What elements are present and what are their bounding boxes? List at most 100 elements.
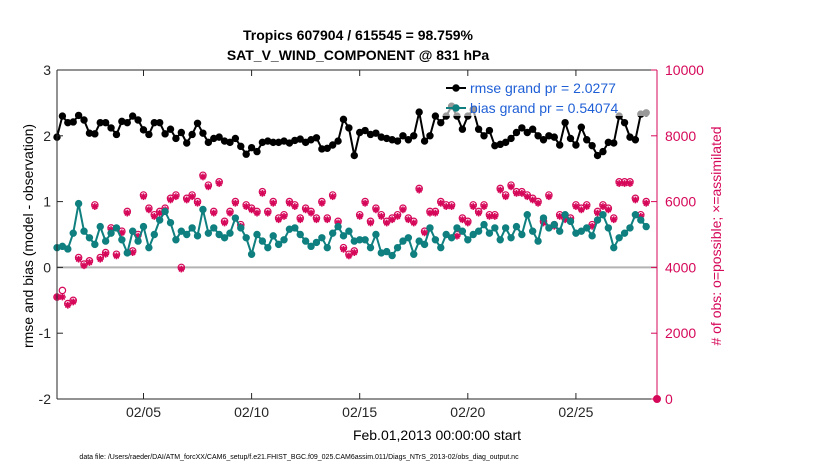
bias-point	[474, 227, 483, 235]
rmse-point	[188, 130, 196, 139]
rmse-point	[593, 151, 602, 160]
obs-assimilated-stroke	[102, 251, 109, 258]
rmse-point	[583, 136, 591, 144]
obs-assimilated-point	[318, 199, 326, 207]
bias-point	[318, 234, 326, 242]
bias-point	[426, 224, 434, 232]
obs-assimilated-point	[221, 219, 228, 227]
bias-point	[566, 217, 575, 226]
obs-assimilated-stroke	[475, 210, 482, 217]
obs-assimilated-point	[577, 206, 585, 214]
bias-point	[480, 220, 488, 229]
bias-point	[501, 224, 510, 232]
obs-assimilated-stroke	[508, 183, 514, 190]
obs-assimilated-point	[183, 196, 191, 204]
y-axis-left-label: rmse and bias (model - observation)	[20, 124, 36, 348]
obs-assimilated-point	[194, 199, 201, 207]
obs-assimilated-stroke	[416, 187, 423, 194]
rmse-point	[512, 128, 521, 137]
obs-assimilated-stroke	[627, 180, 633, 187]
bias-point	[269, 232, 277, 240]
rmse-point	[599, 147, 607, 156]
obs-assimilated-point	[367, 219, 374, 227]
obs-assimilated-stroke	[308, 210, 314, 217]
obs-assimilated-point	[486, 213, 493, 220]
rmse-point	[485, 126, 494, 135]
bias-point	[118, 236, 126, 244]
bias-point	[469, 230, 477, 239]
obs-assimilated-stroke	[459, 216, 466, 223]
bias-point	[539, 214, 548, 222]
obs-assimilated-stroke	[75, 256, 82, 263]
obs-assimilated-stroke	[491, 213, 498, 220]
rmse-point	[166, 125, 175, 133]
bias-point	[74, 199, 83, 208]
obs-assimilated-stroke	[610, 216, 617, 223]
obs-assimilated-stroke	[432, 210, 439, 217]
obs-assimilated-stroke	[345, 252, 352, 259]
y-left-tick-label: -1	[39, 325, 52, 341]
obs-assimilated-point	[69, 298, 77, 306]
obs-assimilated-point	[350, 249, 358, 256]
obs-assimilated-point	[491, 213, 499, 220]
y-right-tick-label: 8000	[665, 128, 696, 144]
y-left-tick-label: 3	[43, 62, 51, 78]
bias-point	[226, 229, 234, 237]
obs-assimilated-point	[421, 229, 428, 237]
bias-point	[561, 211, 569, 219]
obs-assimilated-point	[80, 262, 88, 270]
obs-assimilated-point	[453, 232, 461, 240]
rmse-point	[399, 132, 407, 140]
obs-assimilated-stroke	[297, 216, 304, 223]
obs-assimilated-stroke	[410, 220, 417, 226]
obs-assimilated-stroke	[129, 249, 136, 256]
obs-assimilated-stroke	[486, 213, 493, 220]
rmse-point	[534, 132, 542, 140]
y-right-tick-label: 0	[665, 391, 673, 407]
bias-point	[237, 224, 245, 232]
obs-assimilated-stroke	[286, 200, 293, 207]
rmse-point	[156, 118, 164, 127]
obs-assimilated-point	[59, 293, 66, 301]
chart-title: Tropics 607904 / 615545 = 98.759%	[243, 27, 474, 43]
y-right-tick-label: 4000	[665, 259, 696, 275]
bias-point	[307, 242, 315, 251]
obs-assimilated-stroke	[513, 190, 520, 197]
obs-assimilated-point	[626, 180, 634, 187]
obs-assimilated-stroke	[124, 210, 131, 217]
bias-point	[410, 250, 418, 258]
x-axis: 02/05 02/10 02/15 02/20 02/25	[126, 70, 594, 420]
obs-assimilated-point	[188, 193, 196, 201]
obs-assimilated-stroke	[194, 200, 201, 207]
bias-point	[420, 240, 429, 249]
obs-assimilated-point	[604, 206, 612, 214]
obs-assimilated-point	[296, 216, 304, 224]
obs-assimilated-point	[496, 186, 504, 194]
rmse-point	[231, 134, 240, 143]
obs-assimilated-stroke	[524, 193, 531, 200]
legend: rmse grand pr = 2.0277 bias grand pr = 0…	[441, 78, 651, 116]
obs-assimilated-stroke	[545, 193, 552, 200]
obs-assimilated-stroke	[600, 203, 606, 210]
bias-point	[610, 243, 618, 252]
bias-point	[312, 238, 321, 247]
obs-assimilated-stroke	[405, 216, 412, 223]
rmse-point	[507, 134, 515, 143]
obs-assimilated-point	[431, 209, 439, 217]
bias-point	[193, 232, 202, 240]
rmse-point	[420, 137, 429, 145]
obs-assimilated-stroke	[454, 233, 460, 240]
y-axis-right: 0 2000 4000 6000 8000 10000	[651, 62, 704, 407]
obs-assimilated-stroke	[594, 210, 601, 217]
bias-point	[523, 211, 531, 219]
obs-assimilated-point	[177, 265, 185, 273]
bias-point	[404, 234, 413, 242]
rmse-point	[577, 123, 586, 131]
bias-point	[328, 229, 337, 237]
rmse-point	[426, 132, 434, 140]
bias-point	[415, 237, 423, 245]
rmse-point	[620, 118, 629, 127]
bias-point	[101, 237, 110, 245]
x-tick-label: 02/15	[342, 404, 377, 420]
obs-count-series	[53, 171, 661, 403]
